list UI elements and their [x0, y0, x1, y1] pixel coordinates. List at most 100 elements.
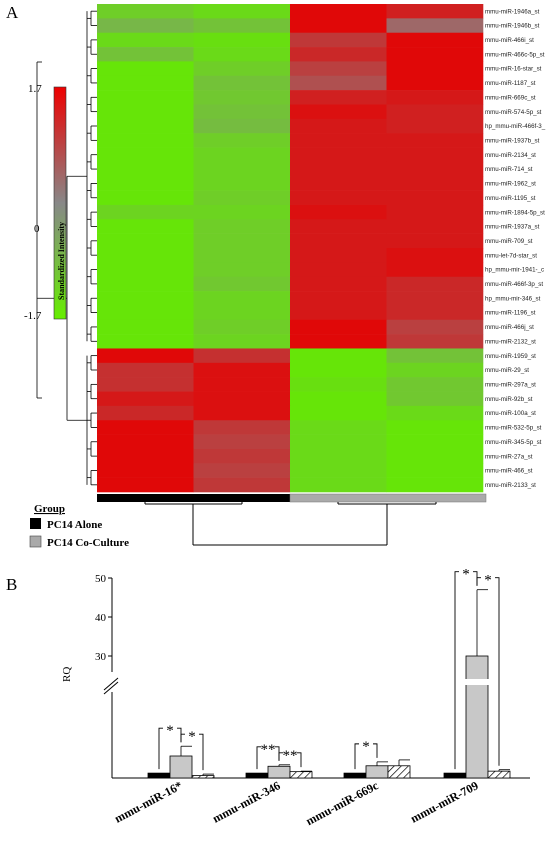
significance-marker: * — [166, 723, 174, 739]
heatmap-cell — [193, 262, 291, 277]
heatmap-cell — [290, 161, 387, 177]
bar — [245, 772, 269, 779]
heatmap-cell — [193, 291, 291, 306]
bar-break — [465, 679, 489, 685]
bar — [191, 775, 215, 779]
heatmap-cell — [97, 291, 194, 306]
legend-swatch-alone — [30, 518, 41, 529]
heatmap-cell — [290, 420, 387, 435]
heatmap-row-label: mmu-miR-709_st — [485, 238, 533, 245]
heatmap-row-label: mmu-miR-466_st — [485, 468, 533, 475]
heatmap-cell — [290, 248, 387, 263]
heatmap-cell — [290, 4, 387, 19]
heatmap-cell — [386, 305, 484, 321]
significance-marker: ** — [283, 748, 298, 764]
heatmap-cell — [97, 147, 194, 163]
heatmap-row-label: mmu-miR-100a_st — [485, 410, 536, 417]
heatmap-row-label: mmu-miR-1946b_st — [485, 23, 540, 30]
heatmap-cell — [290, 104, 387, 120]
category-label: mmu-miR-709 — [408, 778, 480, 825]
heatmap-row-label: mmu-miR-16-star_st — [485, 66, 542, 73]
heatmap-cell — [97, 463, 194, 478]
heatmap-row-label: hp_mmu-mir-346_st — [485, 295, 541, 302]
heatmap-cell — [386, 348, 484, 364]
heatmap-cell — [193, 47, 291, 62]
heatmap-cell — [290, 32, 387, 48]
heatmap-cell — [386, 477, 484, 493]
heatmap-cell — [386, 276, 484, 292]
legend-title: Group — [34, 503, 65, 515]
heatmap-cell — [97, 190, 194, 206]
colorbar-title: Standardized Intensity — [57, 222, 66, 300]
heatmap-cell — [97, 204, 194, 220]
heatmap-cell — [290, 477, 387, 493]
heatmap-cell — [290, 61, 387, 77]
heatmap-cell — [386, 420, 484, 435]
legend-label-coculture: PC14 Co-Culture — [47, 537, 129, 549]
heatmap-cell — [290, 204, 387, 220]
heatmap-cell — [386, 319, 484, 335]
heatmap-cell — [386, 405, 484, 421]
row-dendrogram — [36, 10, 97, 486]
heatmap-cell — [193, 75, 291, 91]
significance-mask — [459, 565, 473, 578]
heatmap-cell — [97, 420, 194, 435]
heatmap-cell — [193, 90, 291, 105]
significance-mask — [261, 740, 275, 753]
heatmap-cell — [290, 147, 387, 163]
heatmap-cell — [386, 118, 484, 134]
y-tick-label: 40 — [95, 612, 107, 624]
heatmap-cell — [97, 248, 194, 263]
colorbar: 1.7 0 -1.7 Standardized Intensity — [24, 83, 67, 322]
heatmap-row-label: mmu-miR-1196_st — [485, 310, 536, 317]
heatmap-cell — [386, 18, 484, 33]
heatmap-cell — [290, 391, 387, 407]
heatmap-cell — [97, 219, 194, 234]
colorbar-min-label: -1.7 — [24, 310, 42, 322]
heatmap-cell — [290, 133, 387, 148]
heatmap-cell — [193, 133, 291, 148]
heatmap-cell — [97, 334, 194, 349]
panel-a-label: A — [6, 3, 19, 22]
bar — [343, 772, 367, 779]
heatmap-cell — [386, 104, 484, 120]
heatmap-cell — [97, 276, 194, 292]
significance-marker: * — [362, 739, 370, 755]
group-legend: Group PC14 Alone PC14 Co-Culture — [29, 503, 129, 549]
heatmap — [97, 4, 484, 493]
heatmap-row-label: mmu-miR-2132_st — [485, 338, 536, 345]
heatmap-cell — [290, 118, 387, 134]
bar — [267, 765, 291, 779]
heatmap-row-label: mmu-miR-1937b_st — [485, 138, 540, 145]
bar — [169, 755, 193, 779]
heatmap-row-label: mmu-miR-345-5p_st — [485, 439, 542, 446]
heatmap-cell — [193, 305, 291, 321]
heatmap-cell — [290, 18, 387, 33]
heatmap-cell — [193, 477, 291, 493]
heatmap-cell — [193, 176, 291, 191]
heatmap-cell — [193, 204, 291, 220]
heatmap-cell — [386, 161, 484, 177]
heatmap-row-label: mmu-miR-1195_st — [485, 195, 536, 202]
heatmap-cell — [193, 147, 291, 163]
heatmap-row-label: mmu-miR-466i_st — [485, 37, 534, 44]
legend-swatch-coculture — [29, 535, 42, 548]
heatmap-cell — [97, 477, 194, 493]
heatmap-cell — [193, 248, 291, 263]
heatmap-cell — [386, 204, 484, 220]
heatmap-cell — [97, 305, 194, 321]
heatmap-cell — [386, 248, 484, 263]
bar — [487, 770, 511, 779]
bar — [147, 772, 171, 779]
heatmap-row-label: mmu-miR-29_st — [485, 367, 529, 374]
heatmap-cell — [386, 377, 484, 392]
heatmap-cell — [386, 434, 484, 450]
heatmap-cell — [386, 147, 484, 163]
heatmap-cell — [290, 176, 387, 191]
heatmap-row-label: mmu-miR-2133_st — [485, 482, 536, 489]
heatmap-row-label: mmu-miR-1962_st — [485, 181, 536, 188]
heatmap-cell — [193, 233, 291, 249]
heatmap-cell — [290, 405, 387, 421]
bar — [387, 765, 411, 779]
category-label: mmu-miR-16* — [112, 778, 184, 825]
